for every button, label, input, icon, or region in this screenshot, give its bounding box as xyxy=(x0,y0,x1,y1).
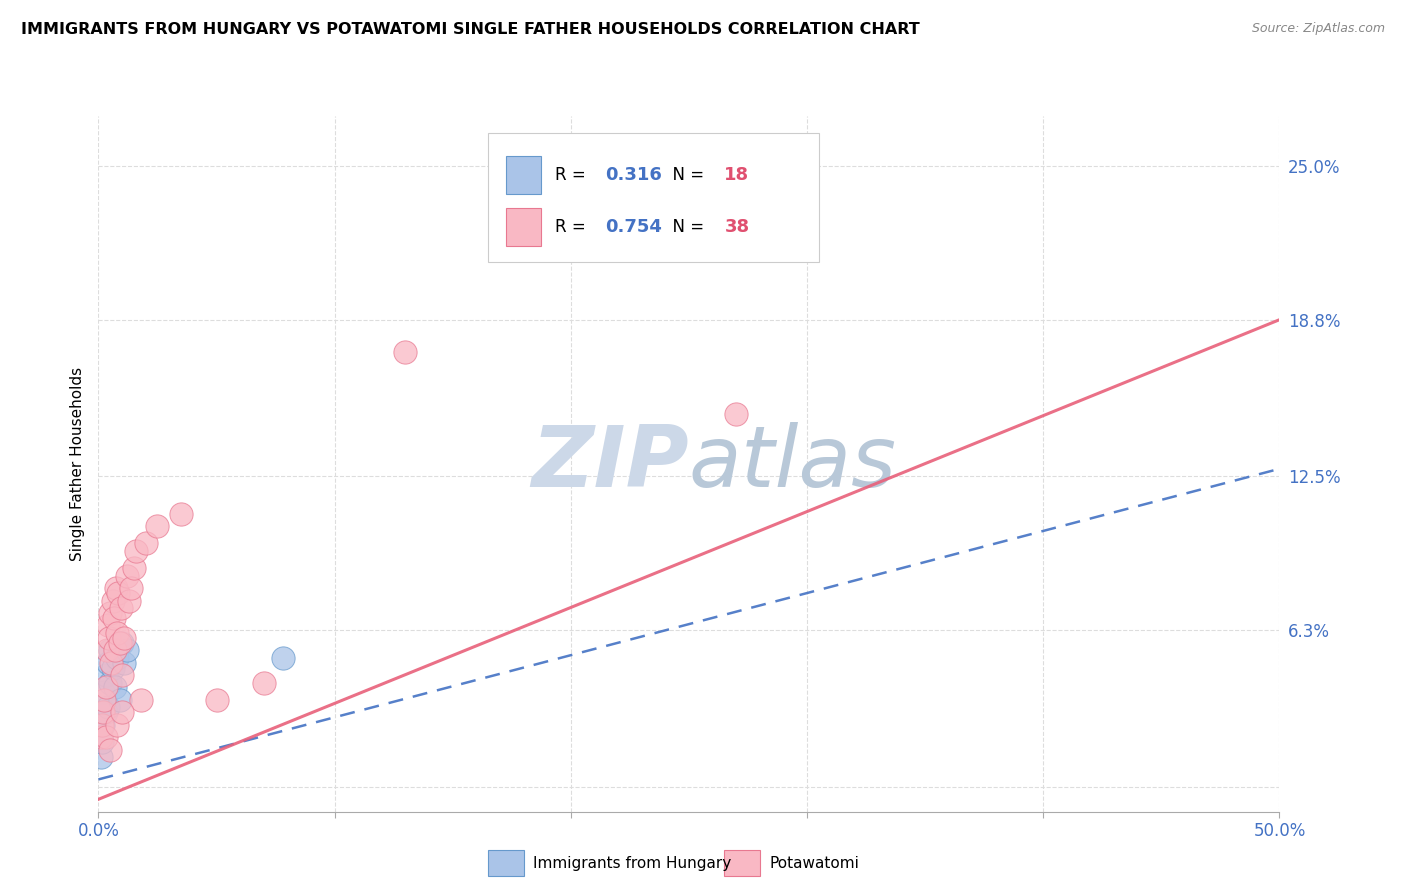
Point xyxy=(135,536,157,550)
Text: 38: 38 xyxy=(724,219,749,236)
Point xyxy=(90,730,112,744)
Point xyxy=(91,717,114,731)
Point xyxy=(94,706,117,720)
Point xyxy=(725,407,748,421)
Text: 18: 18 xyxy=(724,166,749,184)
Text: Potawatomi: Potawatomi xyxy=(769,856,859,871)
Point xyxy=(121,581,143,595)
Point xyxy=(98,606,121,620)
Point xyxy=(108,693,131,707)
Point xyxy=(111,636,134,650)
Text: atlas: atlas xyxy=(689,422,897,506)
FancyBboxPatch shape xyxy=(506,156,541,194)
Point xyxy=(115,568,138,582)
Point xyxy=(98,742,121,756)
Point xyxy=(96,643,118,657)
Point xyxy=(108,636,131,650)
FancyBboxPatch shape xyxy=(506,208,541,246)
Point xyxy=(107,586,129,600)
Point xyxy=(105,650,128,665)
Point xyxy=(98,675,121,690)
FancyBboxPatch shape xyxy=(488,134,818,262)
Point xyxy=(100,656,122,670)
Text: N =: N = xyxy=(662,166,709,184)
Point xyxy=(129,693,152,707)
Point xyxy=(115,643,138,657)
Point xyxy=(205,693,228,707)
Point xyxy=(91,735,114,749)
Point xyxy=(97,618,120,632)
Point xyxy=(146,519,169,533)
Text: R =: R = xyxy=(555,219,592,236)
Point xyxy=(90,750,112,764)
Point xyxy=(97,656,120,670)
Point xyxy=(91,717,114,731)
Text: 0.754: 0.754 xyxy=(605,219,662,236)
Text: ZIP: ZIP xyxy=(531,422,689,506)
Point xyxy=(105,625,128,640)
Point xyxy=(394,345,416,359)
Point xyxy=(111,706,134,720)
Text: IMMIGRANTS FROM HUNGARY VS POTAWATOMI SINGLE FATHER HOUSEHOLDS CORRELATION CHART: IMMIGRANTS FROM HUNGARY VS POTAWATOMI SI… xyxy=(21,22,920,37)
Point xyxy=(98,643,121,657)
Point xyxy=(560,220,582,235)
Point xyxy=(103,611,125,625)
Point xyxy=(91,685,114,699)
Point xyxy=(104,681,127,695)
FancyBboxPatch shape xyxy=(488,850,523,877)
Point xyxy=(101,660,124,674)
FancyBboxPatch shape xyxy=(724,850,759,877)
Y-axis label: Single Father Households: Single Father Households xyxy=(69,367,84,561)
Point xyxy=(101,593,124,607)
Text: Source: ZipAtlas.com: Source: ZipAtlas.com xyxy=(1251,22,1385,36)
Point xyxy=(91,706,114,720)
Point xyxy=(104,643,127,657)
Point xyxy=(253,675,276,690)
Point xyxy=(93,693,115,707)
Point xyxy=(110,601,132,615)
Point xyxy=(94,730,117,744)
Point xyxy=(271,650,294,665)
Text: 0.316: 0.316 xyxy=(605,166,662,184)
Point xyxy=(97,700,120,714)
Point xyxy=(112,631,135,645)
Point xyxy=(94,668,117,682)
Point xyxy=(118,593,141,607)
Point xyxy=(94,681,117,695)
Point xyxy=(170,507,193,521)
Text: Immigrants from Hungary: Immigrants from Hungary xyxy=(533,856,731,871)
Point xyxy=(125,544,148,558)
Point xyxy=(105,717,128,731)
Text: R =: R = xyxy=(555,166,592,184)
Point xyxy=(98,631,121,645)
Point xyxy=(111,668,134,682)
Point xyxy=(105,581,128,595)
Text: N =: N = xyxy=(662,219,709,236)
Point xyxy=(122,561,145,575)
Point xyxy=(112,656,135,670)
